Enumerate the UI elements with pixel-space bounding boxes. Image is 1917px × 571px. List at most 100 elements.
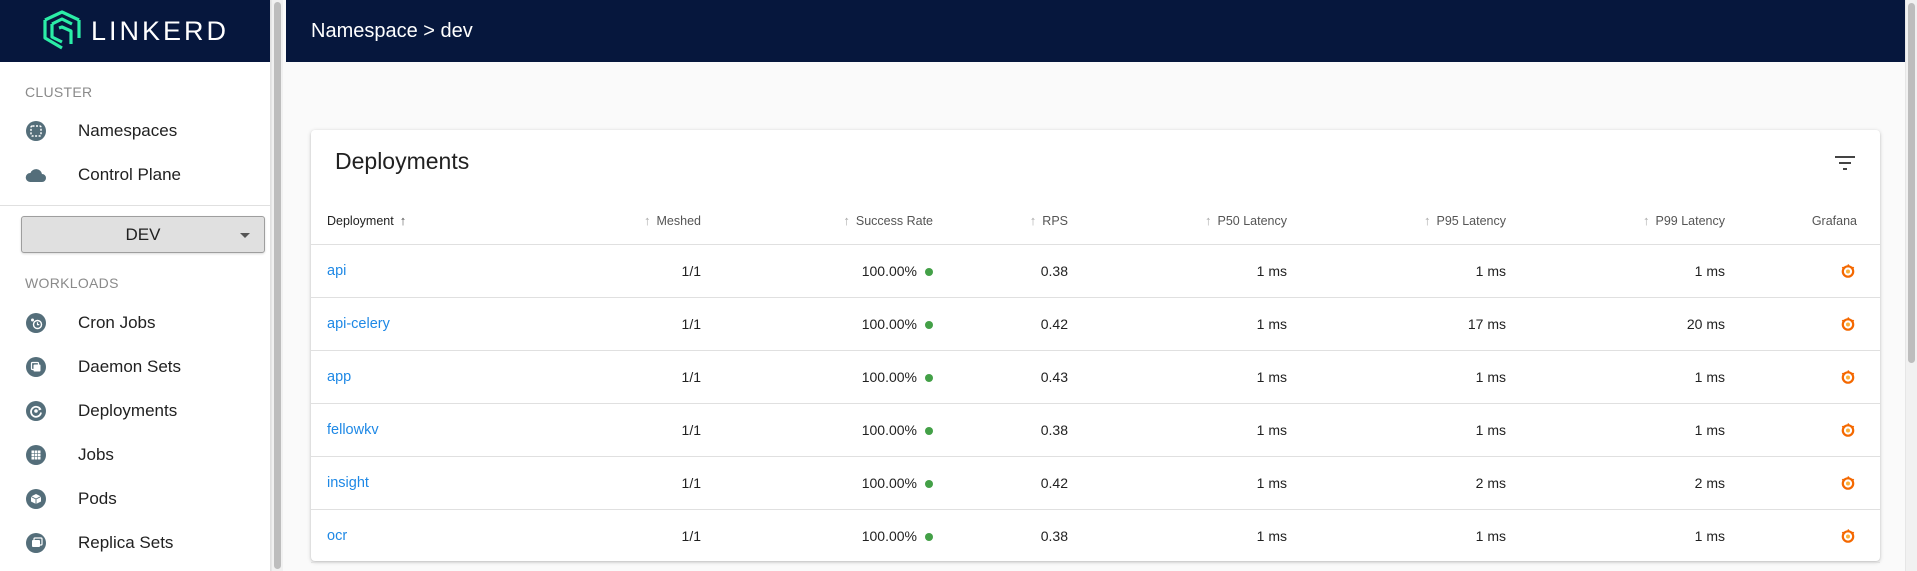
grafana-icon[interactable]: [1840, 475, 1856, 491]
deployment-icon: [25, 400, 47, 422]
cell-rps: 0.42: [933, 297, 1068, 351]
column-header-p99-latency[interactable]: ↑ P99 Latency: [1506, 198, 1726, 245]
cell-p95-latency: 1 ms: [1287, 350, 1506, 404]
status-dot-icon: [925, 426, 933, 435]
workloads-section-label: WORKLOADS: [25, 275, 119, 291]
sort-arrow-up-icon: ↑: [644, 213, 651, 229]
grafana-icon[interactable]: [1840, 528, 1856, 544]
sidebar-scrollbar[interactable]: [271, 0, 283, 571]
sidebar-item-namespaces[interactable]: Namespaces: [0, 109, 270, 153]
sidebar-item-deployments[interactable]: Deployments: [0, 389, 270, 433]
cell-p95-latency: 1 ms: [1287, 509, 1506, 563]
main-scrollbar-thumb[interactable]: [1908, 3, 1915, 363]
column-header-rps[interactable]: ↑ RPS: [933, 198, 1068, 245]
success-rate-value: 100.00%: [861, 474, 917, 491]
table-header-row: Deployment ↑ ↑ Meshed ↑ Success Rate ↑ RPS ↑…: [311, 198, 1880, 245]
column-header-meshed[interactable]: ↑ Meshed: [511, 198, 701, 245]
deployment-link[interactable]: ocr: [327, 528, 348, 544]
cell-p50-latency: 1 ms: [1068, 297, 1287, 351]
success-rate-value: 100.00%: [861, 315, 917, 332]
column-header-label: P50 Latency: [1217, 214, 1288, 229]
success-rate-value: 100.00%: [861, 368, 917, 385]
cell-deployment: app: [311, 350, 511, 404]
grafana-icon[interactable]: [1840, 369, 1856, 385]
column-header-label: P99 Latency: [1655, 214, 1726, 229]
sidebar-item-control-plane[interactable]: Control Plane: [0, 153, 270, 197]
sidebar-item-replica-sets[interactable]: Replica Sets: [0, 521, 270, 565]
job-icon: [25, 444, 47, 466]
sort-arrow-up-icon: ↑: [399, 213, 407, 229]
cell-meshed: 1/1: [511, 350, 701, 404]
cell-success-rate: 100.00%: [701, 297, 933, 351]
status-dot-icon: [925, 320, 933, 329]
table-row: api-celery 1/1 100.00% 0.42 1 ms 17 ms 20 ms: [311, 297, 1880, 351]
cluster-section-label: CLUSTER: [25, 84, 93, 100]
column-header-success-rate[interactable]: ↑ Success Rate: [701, 198, 933, 245]
daemonset-icon: [25, 356, 47, 378]
cell-grafana: [1725, 456, 1880, 510]
sidebar-item-label: Deployments: [78, 401, 178, 420]
cell-success-rate: 100.00%: [701, 509, 933, 563]
cell-p99-latency: 20 ms: [1506, 297, 1725, 351]
grafana-icon[interactable]: [1840, 316, 1856, 332]
cloud-icon: [25, 164, 47, 186]
cell-grafana: [1725, 297, 1880, 351]
cell-success-rate: 100.00%: [701, 244, 933, 298]
cell-success-rate: 100.00%: [701, 456, 933, 510]
sidebar-item-label: Control Plane: [78, 165, 182, 184]
cell-p50-latency: 1 ms: [1068, 403, 1287, 457]
table-row: app 1/1 100.00% 0.43 1 ms 1 ms 1 ms: [311, 350, 1880, 404]
sort-arrow-up-icon: ↑: [1029, 213, 1037, 229]
cell-p50-latency: 1 ms: [1068, 244, 1287, 298]
column-header-p95-latency[interactable]: ↑ P95 Latency: [1287, 198, 1506, 245]
sidebar-item-label: Pods: [78, 489, 117, 508]
sidebar-item-label: Namespaces: [78, 121, 178, 140]
sidebar-item-daemon-sets[interactable]: Daemon Sets: [0, 345, 270, 389]
sidebar-item-label: Replica Sets: [78, 533, 174, 552]
table-row: insight 1/1 100.00% 0.42 1 ms 2 ms 2 ms: [311, 456, 1880, 510]
cell-grafana: [1725, 509, 1880, 563]
cell-meshed: 1/1: [511, 456, 701, 510]
grafana-icon[interactable]: [1840, 263, 1856, 279]
brand-header[interactable]: LINKERD: [0, 0, 270, 62]
column-header-grafana: Grafana: [1725, 198, 1880, 245]
deployment-link[interactable]: api: [327, 263, 347, 279]
cell-rps: 0.38: [933, 244, 1068, 298]
status-dot-icon: [925, 373, 933, 382]
sidebar-scrollbar-thumb[interactable]: [274, 2, 281, 569]
sidebar-item-label: Daemon Sets: [78, 357, 181, 376]
main-scrollbar[interactable]: [1905, 0, 1917, 571]
cell-rps: 0.38: [933, 509, 1068, 563]
cell-p50-latency: 1 ms: [1068, 350, 1287, 404]
cell-deployment: ocr: [311, 509, 511, 563]
column-header-label: Success Rate: [855, 214, 933, 229]
deployment-link[interactable]: api-celery: [327, 316, 390, 332]
app-bar: Namespace > dev: [286, 0, 1905, 62]
column-header-deployment[interactable]: Deployment ↑: [311, 198, 511, 245]
sidebar-item-jobs[interactable]: Jobs: [0, 433, 270, 477]
cell-success-rate: 100.00%: [701, 350, 933, 404]
sidebar-divider: [0, 205, 270, 206]
cell-p95-latency: 1 ms: [1287, 403, 1506, 457]
grafana-icon[interactable]: [1840, 422, 1856, 438]
sidebar-item-cron-jobs[interactable]: Cron Jobs: [0, 301, 270, 345]
namespace-select[interactable]: DEV: [21, 216, 265, 253]
cell-p99-latency: 1 ms: [1506, 350, 1725, 404]
deployment-link[interactable]: app: [327, 369, 352, 385]
brand-name: LINKERD: [90, 15, 230, 46]
chevron-down-icon: [240, 233, 250, 238]
cell-rps: 0.42: [933, 456, 1068, 510]
deployment-link[interactable]: insight: [327, 475, 369, 491]
sidebar-item-pods[interactable]: Pods: [0, 477, 270, 521]
deployment-link[interactable]: fellowkv: [327, 422, 379, 438]
cell-meshed: 1/1: [511, 244, 701, 298]
column-header-p50-latency[interactable]: ↑ P50 Latency: [1068, 198, 1288, 245]
cell-p99-latency: 1 ms: [1506, 244, 1725, 298]
cell-p95-latency: 2 ms: [1287, 456, 1506, 510]
status-dot-icon: [925, 532, 933, 541]
deployments-card: Deployments Deployment ↑ ↑ Meshed ↑ Success…: [311, 130, 1880, 563]
filter-icon[interactable]: [1834, 153, 1856, 173]
cell-deployment: insight: [311, 456, 511, 510]
breadcrumb: Namespace > dev: [311, 19, 473, 42]
deployments-table: Deployment ↑ ↑ Meshed ↑ Success Rate ↑ RPS ↑…: [311, 198, 1880, 563]
